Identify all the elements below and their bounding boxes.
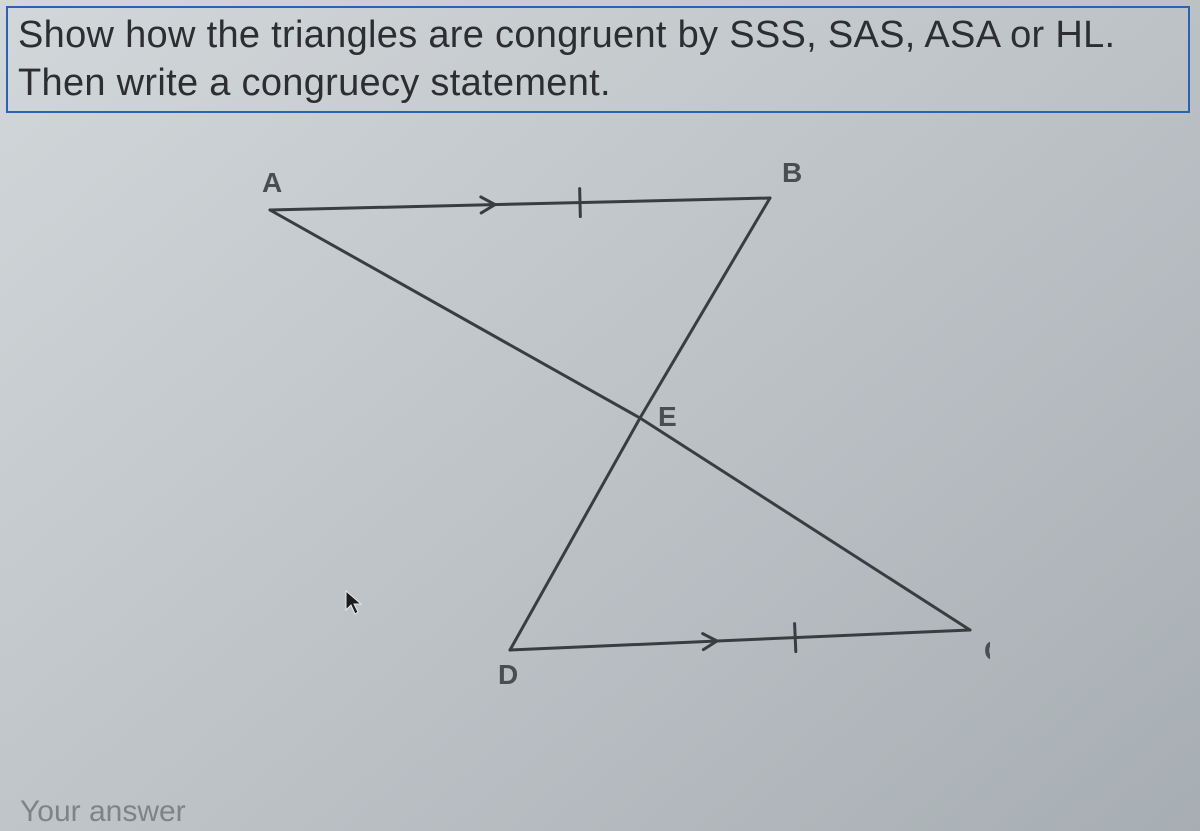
question-text: Show how the triangles are congruent by … bbox=[18, 12, 1178, 107]
question-box: Show how the triangles are congruent by … bbox=[6, 6, 1190, 113]
vertex-label-b: B bbox=[782, 157, 802, 188]
vertex-label-d: D bbox=[498, 659, 518, 690]
vertex-label-c: C bbox=[984, 635, 990, 666]
diagram-container: A B E D C bbox=[0, 150, 1200, 720]
vertex-label-e: E bbox=[658, 401, 677, 432]
answer-input-label[interactable]: Your answer bbox=[20, 795, 186, 829]
page-root: Show how the triangles are congruent by … bbox=[0, 0, 1200, 831]
triangle-diagram: A B E D C bbox=[210, 150, 990, 710]
vertex-label-a: A bbox=[262, 167, 282, 198]
